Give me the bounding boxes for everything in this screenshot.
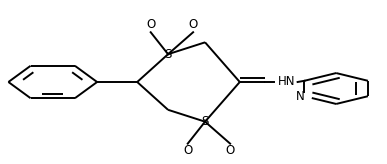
Text: S: S <box>201 115 209 128</box>
Text: O: O <box>183 144 192 157</box>
Text: HN: HN <box>277 75 295 89</box>
Text: O: O <box>188 18 198 31</box>
Text: O: O <box>226 144 235 157</box>
Text: O: O <box>146 18 155 31</box>
Text: N: N <box>296 90 305 103</box>
Text: S: S <box>164 48 172 61</box>
